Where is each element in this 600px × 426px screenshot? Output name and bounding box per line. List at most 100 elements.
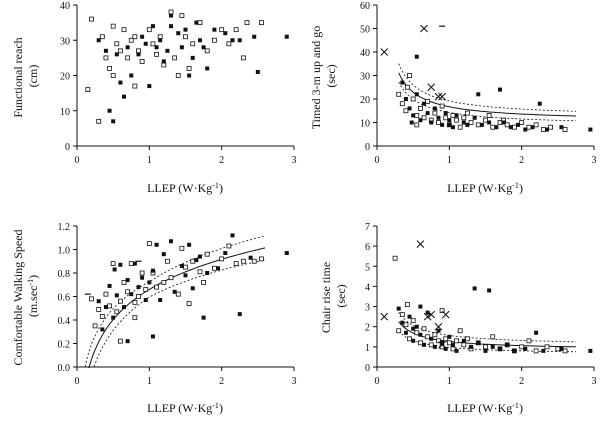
data-point-open xyxy=(414,330,420,336)
axes-timed-up-and-go: 0 10 20 30 40 50 60 0 1 2 3 xyxy=(360,1,597,166)
data-point-open xyxy=(139,270,145,276)
data-point-filled xyxy=(150,334,155,339)
x-tick-label: 0 xyxy=(375,376,380,387)
data-point-open xyxy=(96,118,102,124)
data-point-open xyxy=(562,348,568,354)
data-point-open xyxy=(128,37,134,43)
data-point-filled xyxy=(490,344,495,349)
data-point-open xyxy=(136,48,141,54)
data-point-open xyxy=(396,328,402,334)
data-point-open xyxy=(407,336,412,342)
data-point-open xyxy=(172,55,178,61)
data-point-filled xyxy=(487,288,492,293)
data-point-cross xyxy=(423,312,432,321)
data-point-open xyxy=(436,120,441,125)
data-point-filled xyxy=(440,340,445,345)
data-point-filled xyxy=(118,262,123,267)
data-point-filled xyxy=(161,252,166,257)
data-point-filled xyxy=(255,69,260,74)
y-tick-label: 30 xyxy=(360,72,370,83)
marks-chair-rise xyxy=(380,240,593,354)
data-point-filled xyxy=(172,289,177,294)
data-point-open xyxy=(443,336,449,342)
data-point-open xyxy=(454,117,459,123)
x-tick-label: 0 xyxy=(375,155,380,166)
data-point-cross xyxy=(438,340,446,349)
data-point-filled xyxy=(534,330,539,335)
data-point-open xyxy=(183,34,188,40)
data-point-open xyxy=(110,23,116,29)
data-point-filled xyxy=(436,115,441,120)
data-point-open xyxy=(121,27,127,33)
data-point-open xyxy=(533,122,539,128)
data-point-open xyxy=(450,113,456,118)
data-point-filled xyxy=(107,108,112,113)
data-point-open xyxy=(465,336,470,342)
data-point-open xyxy=(483,344,488,350)
data-point-open xyxy=(226,41,232,47)
data-point-open xyxy=(161,279,167,285)
data-point-filled xyxy=(523,346,528,351)
data-point-filled xyxy=(422,101,427,106)
data-point-filled xyxy=(158,298,163,303)
data-point-filled xyxy=(140,34,145,39)
data-point-filled xyxy=(223,251,228,256)
data-point-open xyxy=(240,55,246,61)
data-point-open xyxy=(439,103,445,109)
data-point-open xyxy=(161,62,167,68)
data-point-filled xyxy=(125,278,130,283)
y-axis-label-walking-speed: Comfortable Walking Speed (m.sec-1) xyxy=(11,226,40,365)
data-point-open xyxy=(89,296,94,302)
data-point-filled xyxy=(429,336,434,341)
data-point-filled xyxy=(136,285,141,290)
data-point-filled xyxy=(537,101,542,106)
data-point-open xyxy=(154,284,159,290)
y-tick-label: 10 xyxy=(360,119,370,130)
data-point-open xyxy=(240,258,246,264)
x-axis-label-timed-up-and-go: LLEP (W·Kg-1) xyxy=(447,181,523,196)
data-point-filled xyxy=(230,38,235,43)
data-point-open xyxy=(403,322,409,328)
data-point-open xyxy=(85,87,91,92)
data-point-filled xyxy=(454,113,459,118)
y-axis-label-timed-up-and-go: Timed 3-m up and go (sec) xyxy=(309,23,338,130)
data-point-filled xyxy=(559,125,564,130)
data-point-open xyxy=(457,124,463,130)
data-point-open xyxy=(190,41,196,47)
data-point-filled xyxy=(409,120,414,125)
data-point-filled xyxy=(469,344,474,349)
data-point-filled xyxy=(201,45,206,50)
data-point-filled xyxy=(111,315,116,320)
data-point-filled xyxy=(414,92,419,97)
data-point-filled xyxy=(461,338,466,343)
data-point-open xyxy=(465,110,470,116)
data-point-filled xyxy=(447,122,452,127)
data-point-open xyxy=(204,48,210,54)
data-point-filled xyxy=(216,266,221,271)
data-point-filled xyxy=(544,127,549,132)
y-tick-label: 6 xyxy=(365,242,370,253)
x-tick-label: 3 xyxy=(592,376,597,387)
data-point-filled xyxy=(403,330,408,335)
data-point-filled xyxy=(284,251,289,256)
data-point-filled xyxy=(588,127,593,132)
data-point-open xyxy=(399,312,405,318)
data-point-filled xyxy=(169,13,174,18)
data-point-filled xyxy=(418,118,423,123)
data-point-open xyxy=(439,308,445,314)
data-point-filled xyxy=(396,306,401,311)
data-point-filled xyxy=(588,348,593,353)
data-point-open xyxy=(168,9,174,15)
data-point-filled xyxy=(541,348,546,353)
x-tick-label: 2 xyxy=(219,155,224,166)
data-point-filled xyxy=(497,87,502,92)
data-point-filled xyxy=(158,38,163,43)
data-point-open xyxy=(562,127,568,132)
marks-timed-up-and-go xyxy=(380,24,593,132)
data-point-open xyxy=(404,84,410,90)
y-tick-label: 1 xyxy=(365,343,370,354)
x-axis-label-walking-speed: LLEP (W·Kg-1) xyxy=(147,401,223,416)
data-point-filled xyxy=(118,80,123,85)
data-point-filled xyxy=(143,298,148,303)
data-point-open xyxy=(446,340,452,346)
